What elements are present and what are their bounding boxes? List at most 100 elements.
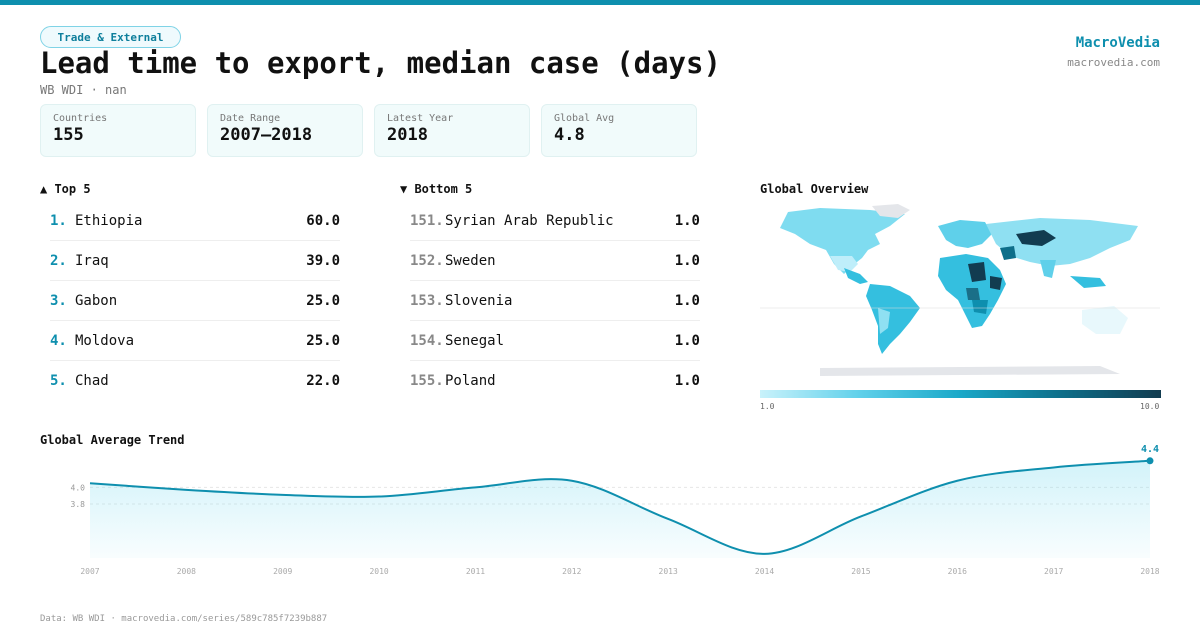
x-tick-label: 2011 [466,567,485,576]
stat-value: 155 [53,125,84,145]
rank-number: 4. [50,332,67,349]
map-region-usa[interactable] [830,256,858,272]
map-title: Global Overview [760,182,869,196]
country-name: Slovenia [445,292,513,309]
page-subtitle: WB WDI · nan [40,83,127,97]
map-region-southeast-asia[interactable] [1070,276,1106,288]
map-region-australia[interactable] [1082,306,1128,334]
stat-card-date-range: Date Range 2007–2018 [207,104,363,157]
country-value: 1.0 [674,212,700,229]
x-tick-label: 2018 [1140,567,1159,576]
x-tick-label: 2009 [273,567,292,576]
y-tick-label: 4.0 [71,483,86,492]
map-region-central-america[interactable] [844,268,868,284]
country-value: 25.0 [306,292,340,309]
map-region-antarctica[interactable] [820,366,1120,376]
page-title: Lead time to export, median case (days) [40,46,721,80]
trend-line [89,459,1151,555]
stat-card-global-avg: Global Avg 4.8 [541,104,697,157]
x-tick-label: 2017 [1044,567,1063,576]
country-value: 1.0 [674,292,700,309]
country-name: Syrian Arab Republic [445,212,614,229]
country-name: Sweden [445,252,496,269]
top5-row[interactable]: 1. Ethiopia 60.0 [50,201,340,241]
trend-chart[interactable]: 3.8 4.0 2007 2008 2009 2010 2011 2012 2013 2014 20… [0,440,1200,580]
rank-number: 3. [50,292,67,309]
rank-number: 155. [410,373,444,389]
x-tick-label: 2014 [755,567,774,576]
top5-row[interactable]: 4. Moldova 25.0 [50,321,340,361]
stat-label: Date Range [220,113,281,124]
map-region-india[interactable] [1040,260,1056,278]
stat-card-countries: Countries 155 [40,104,196,157]
map-region-chad[interactable] [968,262,986,282]
x-tick-label: 2013 [659,567,678,576]
top5-title: ▲ Top 5 [40,182,91,196]
category-tag[interactable]: Trade & External [40,26,181,48]
bottom5-row[interactable]: 153. Slovenia 1.0 [410,281,700,321]
country-name: Ethiopia [75,212,143,229]
map-svg [760,204,1160,376]
bottom5-row[interactable]: 151. Syrian Arab Republic 1.0 [410,201,700,241]
trend-title: Global Average Trend [40,433,185,447]
stat-value: 2007–2018 [220,125,313,145]
bottom5-row[interactable]: 152. Sweden 1.0 [410,241,700,281]
top5-row[interactable]: 3. Gabon 25.0 [50,281,340,321]
country-value: 22.0 [306,373,340,389]
stat-value: 4.8 [554,125,585,145]
country-value: 1.0 [674,373,700,389]
country-value: 25.0 [306,332,340,349]
map-region-gabon[interactable] [966,288,980,300]
stat-card-latest-year: Latest Year 2018 [374,104,530,157]
country-name: Gabon [75,292,118,309]
stat-value: 2018 [387,125,428,145]
map-region-north-america[interactable] [780,208,905,274]
x-tick-label: 2016 [948,567,967,576]
rank-number: 2. [50,252,67,269]
x-tick-label: 2010 [369,567,388,576]
x-tick-label: 2007 [80,567,99,576]
map-region-kazakhstan[interactable] [1016,230,1056,246]
brand-url[interactable]: macrovedia.com [1067,56,1160,69]
x-tick-label: 2012 [562,567,581,576]
stat-label: Global Avg [554,113,615,124]
bottom5-list: 151. Syrian Arab Republic 1.0 152. Swede… [410,201,700,401]
map-region-greenland[interactable] [872,204,910,218]
map-region-asia[interactable] [986,218,1138,266]
country-value: 1.0 [674,332,700,349]
x-tick-label: 2008 [177,567,196,576]
top5-row[interactable]: 2. Iraq 39.0 [50,241,340,281]
map-region-iraq[interactable] [1000,246,1016,260]
map-region-central-africa[interactable] [972,300,988,314]
country-name: Iraq [75,252,109,269]
x-tick-label: 2015 [851,567,870,576]
rank-number: 153. [410,292,444,309]
legend-min-label: 1.0 [760,402,775,411]
map-region-ethiopia[interactable] [990,276,1002,290]
world-choropleth-map[interactable] [760,204,1160,380]
stat-label: Countries [53,113,108,124]
legend-max-label: 10.0 [1140,402,1160,411]
map-region-europe[interactable] [938,220,992,248]
rank-number: 151. [410,212,444,229]
country-value: 60.0 [306,212,340,229]
country-name: Chad [75,373,109,389]
top5-row[interactable]: 5. Chad 22.0 [50,361,340,401]
rank-number: 1. [50,212,67,229]
country-name: Moldova [75,332,135,349]
map-region-andes[interactable] [878,308,890,334]
country-name: Senegal [445,332,505,349]
rank-number: 152. [410,252,444,269]
top-accent-bar [0,0,1200,5]
map-legend-gradient [760,390,1161,398]
y-tick-label: 3.8 [71,500,86,509]
rank-number: 154. [410,332,444,349]
last-point-marker [1146,457,1154,465]
top5-list: 1. Ethiopia 60.0 2. Iraq 39.0 3. Gabon 2… [50,201,340,401]
footer-source[interactable]: Data: WB WDI · macrovedia.com/series/589… [40,614,328,624]
bottom5-row[interactable]: 155. Poland 1.0 [410,361,700,401]
bottom5-title: ▼ Bottom 5 [400,182,473,196]
bottom5-row[interactable]: 154. Senegal 1.0 [410,321,700,361]
map-region-south-america[interactable] [866,284,920,354]
brand-name[interactable]: MacroVedia [1075,35,1160,51]
